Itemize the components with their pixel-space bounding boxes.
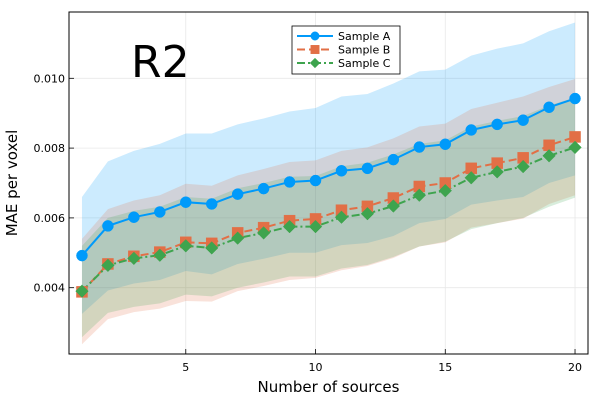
legend-label-sample-c: Sample C xyxy=(338,57,391,70)
legend-label-sample-a: Sample A xyxy=(338,30,391,43)
point-sample-c xyxy=(153,248,167,262)
point-sample-c xyxy=(464,171,478,185)
point-sample-a xyxy=(569,92,581,105)
y-tick-label: 0.010 xyxy=(34,72,66,85)
point-sample-a xyxy=(335,165,348,177)
point-sample-a xyxy=(205,198,218,210)
band-sample-c xyxy=(81,97,576,338)
x-axis-label: Number of sources xyxy=(258,378,400,396)
y-tick-label: 0.006 xyxy=(34,212,66,225)
point-sample-a xyxy=(465,124,477,136)
point-sample-c xyxy=(386,199,401,213)
point-sample-a xyxy=(102,220,114,232)
point-sample-c xyxy=(75,284,89,298)
point-sample-c xyxy=(127,251,141,266)
x-tick-label: 10 xyxy=(309,361,323,374)
legend-label-sample-b: Sample B xyxy=(338,44,390,57)
point-sample-a xyxy=(231,188,244,200)
point-sample-c xyxy=(438,183,452,198)
point-sample-a xyxy=(491,118,503,131)
point-sample-c xyxy=(308,219,323,234)
point-sample-a xyxy=(257,182,270,195)
legend-marker-sample-b xyxy=(310,45,320,54)
point-sample-a xyxy=(180,196,192,208)
point-sample-c xyxy=(256,226,271,240)
x-tick-label: 20 xyxy=(568,361,582,374)
point-sample-a xyxy=(309,174,322,187)
y-axis-label: MAE per voxel xyxy=(3,130,21,237)
point-sample-c xyxy=(101,258,115,273)
point-sample-c xyxy=(516,159,530,174)
point-sample-c xyxy=(542,149,556,163)
point-sample-a xyxy=(128,211,140,223)
legend-marker-sample-c xyxy=(309,57,321,69)
x-tick-label: 15 xyxy=(438,361,452,374)
point-sample-c xyxy=(282,219,297,234)
point-sample-a xyxy=(439,138,452,151)
point-sample-c xyxy=(230,231,245,245)
point-sample-a xyxy=(413,141,426,153)
point-sample-c xyxy=(360,207,375,221)
point-sample-c xyxy=(490,165,504,179)
axis-ticks: 5 10 15 20 0.004 0.006 0.008 0.010 xyxy=(34,72,583,374)
panel-label: R2 xyxy=(131,37,190,88)
point-sample-c xyxy=(412,188,427,202)
point-sample-a xyxy=(154,206,166,218)
point-sample-a xyxy=(361,162,374,175)
y-tick-label: 0.004 xyxy=(34,282,66,295)
point-sample-a xyxy=(283,176,296,188)
point-sample-c xyxy=(205,241,219,255)
point-sample-c xyxy=(568,140,582,155)
band-sample-a xyxy=(81,22,576,314)
x-tick-label: 5 xyxy=(182,361,189,374)
point-sample-c xyxy=(179,239,193,253)
point-sample-c xyxy=(334,210,349,224)
confidence-bands xyxy=(81,22,576,345)
point-sample-a xyxy=(517,114,529,126)
legend-marker-sample-a xyxy=(310,31,320,41)
band-sample-b xyxy=(81,79,576,345)
point-sample-a xyxy=(76,249,88,262)
point-sample-a xyxy=(543,101,555,114)
point-sample-a xyxy=(387,153,400,166)
y-tick-label: 0.008 xyxy=(34,142,66,155)
plot-frame xyxy=(68,11,589,355)
series-markers xyxy=(75,92,582,298)
